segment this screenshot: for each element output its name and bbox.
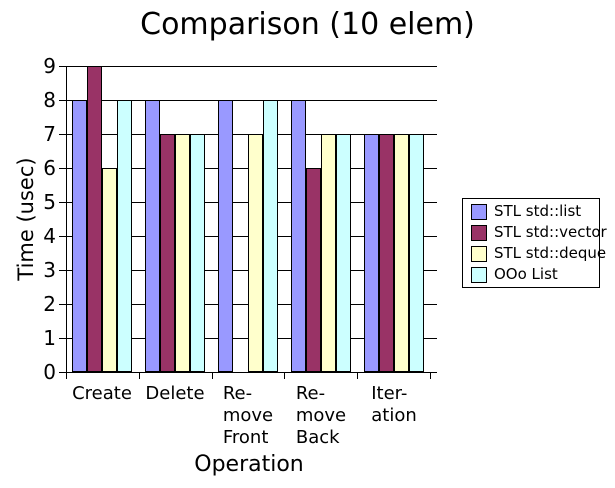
bar-stl-std-list-5: [364, 134, 379, 372]
bar-stl-std-deque-5: [394, 134, 409, 372]
legend-swatch-icon: [471, 245, 487, 262]
y-tick-label-0: 0: [43, 360, 56, 384]
bar-ooo-list-3: [263, 100, 278, 372]
legend-swatch-icon: [471, 203, 487, 220]
legend-label: OOo List: [494, 265, 558, 283]
legend-item-4: OOo List: [471, 265, 599, 283]
legend-item-3: STL std::deque: [471, 245, 606, 262]
chart-title: Comparison (10 elem): [140, 7, 475, 42]
x-tick-label-3: Re- move Front: [222, 383, 274, 448]
gridline-y0: [59, 372, 437, 373]
y-tick-label-3: 3: [43, 258, 56, 282]
y-tick-label-4: 4: [43, 224, 56, 248]
y-tick-label-5: 5: [43, 190, 56, 214]
x-tick-label-2: Delete: [145, 383, 205, 404]
x-tick-label-4: Re- move Back: [295, 383, 347, 448]
x-axis-title: Operation: [194, 452, 304, 477]
y-tick-label-1: 1: [43, 326, 56, 350]
legend-item-2: STL std::vector: [471, 224, 607, 241]
bar-stl-std-list-3: [218, 100, 233, 372]
bar-stl-std-list-1: [72, 100, 87, 372]
bar-ooo-list-1: [117, 100, 132, 372]
legend-swatch-icon: [471, 224, 487, 241]
bar-ooo-list-5: [409, 134, 424, 372]
bar-stl-std-vector-2: [160, 134, 175, 372]
x-axis-tick: [284, 372, 285, 379]
y-tick-label-9: 9: [43, 54, 56, 78]
gridline-y9: [59, 66, 437, 67]
x-tick-label-5: Iter- ation: [371, 383, 417, 426]
bar-stl-std-vector-1: [87, 66, 102, 372]
bar-ooo-list-4: [336, 134, 351, 372]
x-axis-tick: [212, 372, 213, 379]
bar-stl-std-deque-3: [248, 134, 263, 372]
x-tick-label-1: Create: [72, 383, 132, 404]
y-axis-title: Time (usec): [14, 157, 38, 281]
bar-stl-std-vector-4: [306, 168, 321, 372]
legend-item-1: STL std::list: [471, 202, 599, 220]
bar-stl-std-list-2: [145, 100, 160, 372]
legend-label: STL std::list: [494, 202, 582, 220]
bar-stl-std-deque-4: [321, 134, 336, 372]
y-tick-label-2: 2: [43, 292, 56, 316]
gridline-y8: [59, 100, 437, 101]
x-axis-tick: [430, 372, 431, 379]
legend-swatch-icon: [471, 266, 487, 283]
bar-stl-std-deque-2: [175, 134, 190, 372]
y-tick-label-6: 6: [43, 156, 56, 180]
y-tick-label-8: 8: [43, 88, 56, 112]
bar-stl-std-deque-1: [102, 168, 117, 372]
bar-ooo-list-2: [190, 134, 205, 372]
bar-stl-std-list-4: [291, 100, 306, 372]
bar-stl-std-vector-5: [379, 134, 394, 372]
x-axis-tick: [357, 372, 358, 379]
legend-label: STL std::vector: [494, 223, 607, 241]
legend-label: STL std::deque: [494, 244, 607, 262]
x-axis-tick: [139, 372, 140, 379]
y-axis-line: [66, 66, 67, 379]
y-tick-label-7: 7: [43, 122, 56, 146]
